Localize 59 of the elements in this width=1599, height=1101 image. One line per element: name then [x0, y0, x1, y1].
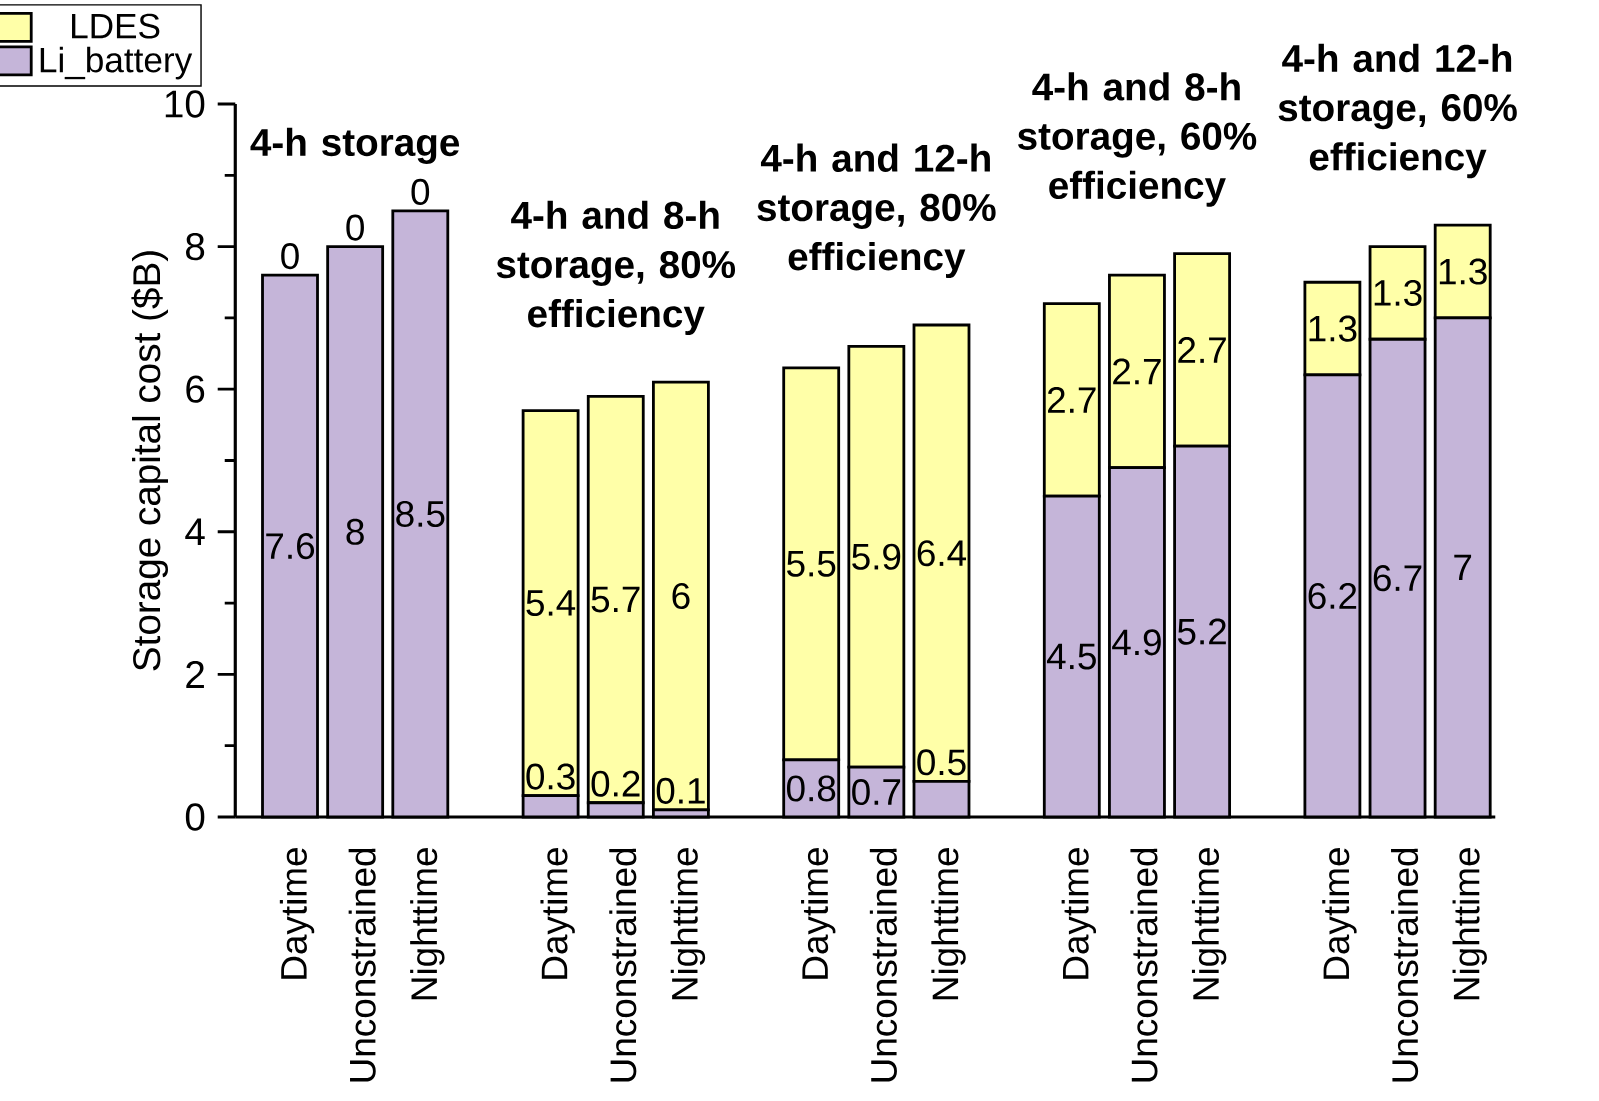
- y-tick-label: 2: [186, 660, 204, 688]
- data-label: 6.7: [1373, 565, 1422, 592]
- data-label: 7.6: [266, 533, 315, 560]
- data-label: 0.1: [656, 777, 705, 804]
- data-label: 1.3: [1439, 258, 1487, 285]
- data-label: 0.5: [917, 749, 966, 776]
- legend-label: Li_battery: [40, 46, 193, 80]
- data-label: 6: [672, 582, 690, 610]
- x-tick-label: Nighttime: [1191, 848, 1227, 1000]
- x-tick-label: Nighttime: [670, 848, 706, 1000]
- y-tick-label: 0: [185, 803, 205, 831]
- x-tick-label: Unconstrained: [1130, 848, 1158, 1082]
- data-label: 5.5: [787, 551, 836, 577]
- x-tick-label: Unconstrained: [348, 848, 376, 1082]
- x-tick-label: Unconstrained: [609, 848, 637, 1082]
- x-tick-label: Daytime: [1061, 848, 1097, 979]
- data-label: 8: [346, 518, 364, 545]
- data-label: 0: [346, 214, 364, 241]
- data-label: 2.7: [1113, 358, 1161, 385]
- data-label: 8.5: [396, 500, 445, 528]
- data-label: 5.9: [852, 543, 901, 570]
- annotation: 4-h and 12-h storage, 60% efficiency: [1278, 43, 1517, 179]
- annotation: 4-h and 8-h storage, 60% efficiency: [1018, 72, 1257, 207]
- y-axis-title: Storage capital cost ($B): [131, 251, 168, 671]
- y-tick-label: 8: [186, 232, 205, 261]
- x-tick-label: Daytime: [801, 848, 836, 979]
- y-tick-label: 6: [186, 375, 205, 403]
- x-tick-label: Daytime: [1322, 848, 1357, 979]
- data-label: 0: [281, 243, 299, 270]
- legend-label: LDES: [72, 13, 160, 39]
- data-label: 1.3: [1309, 315, 1357, 342]
- x-tick-label: Daytime: [540, 848, 575, 979]
- data-label: 0.2: [591, 770, 640, 797]
- data-label: 4.9: [1112, 629, 1161, 656]
- data-label: 5.2: [1177, 618, 1226, 645]
- data-label: 6.2: [1308, 582, 1357, 610]
- annotation: 4-h storage: [250, 127, 460, 164]
- data-label: 2.7: [1048, 387, 1096, 413]
- annotation: 4-h and 8-h storage, 80% efficiency: [496, 200, 736, 336]
- x-tick-label: Unconstrained: [869, 848, 897, 1082]
- y-tick-label: 4: [185, 518, 205, 546]
- data-label: 7: [1454, 554, 1472, 581]
- data-label: 1.3: [1374, 279, 1422, 307]
- data-label: 0.3: [526, 763, 575, 790]
- x-tick-label: Nighttime: [410, 848, 445, 1000]
- data-label: 4.5: [1046, 643, 1096, 670]
- data-label: 6.4: [917, 540, 967, 567]
- x-tick-label: Unconstrained: [1391, 848, 1419, 1082]
- data-label: 2.7: [1178, 337, 1226, 363]
- x-tick-label: Nighttime: [1452, 848, 1487, 1000]
- x-tick-label: Nighttime: [931, 848, 966, 1000]
- data-label: 5.4: [526, 590, 576, 616]
- data-label: 0: [411, 178, 430, 205]
- data-label: 0.7: [852, 778, 901, 806]
- data-label: 0.8: [786, 775, 836, 802]
- annotation: 4-h and 12-h storage, 80% efficiency: [757, 143, 996, 279]
- data-label: 5.7: [591, 586, 640, 613]
- y-tick-label: 10: [165, 90, 205, 118]
- x-tick-label: Daytime: [279, 848, 315, 979]
